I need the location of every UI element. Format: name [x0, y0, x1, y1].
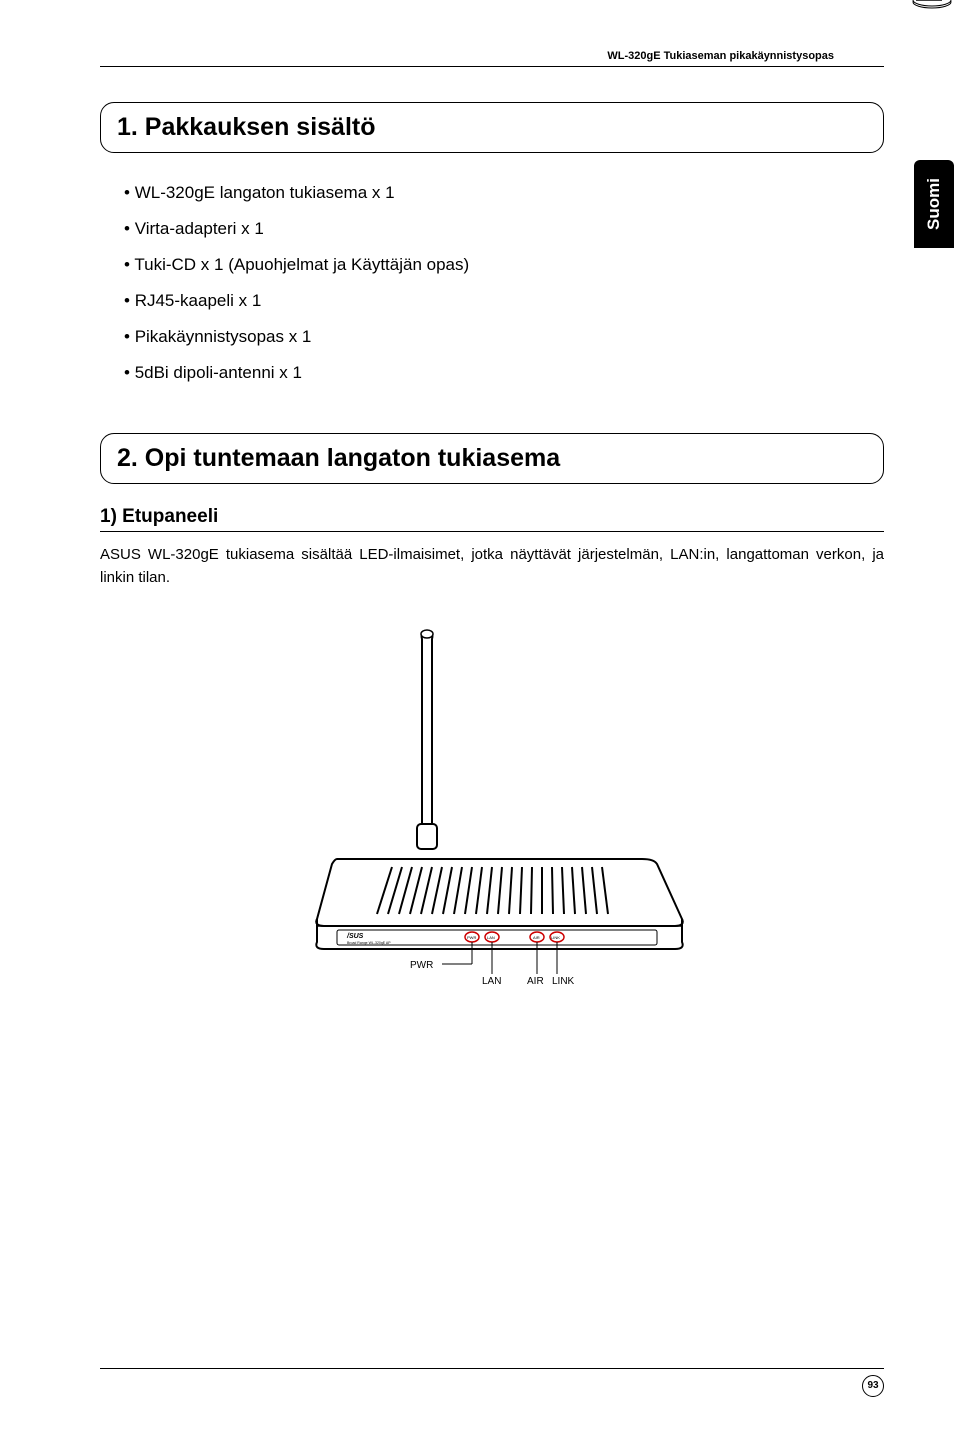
list-item: • Virta-adapteri x 1: [124, 219, 884, 239]
package-contents-list: • WL-320gE langaton tukiasema x 1 • Virt…: [100, 175, 884, 383]
router-header-icon: [912, 0, 954, 13]
pwr-label: PWR: [410, 960, 433, 971]
list-item: • 5dBi dipoli-antenni x 1: [124, 363, 884, 383]
svg-text:Broad Range WL-320gE AP: Broad Range WL-320gE AP: [347, 941, 391, 945]
section-2-title: 2. Opi tuntemaan langaton tukiasema: [117, 444, 867, 473]
svg-text:/SUS: /SUS: [346, 933, 364, 940]
list-item: • Pikakäynnistysopas x 1: [124, 327, 884, 347]
section-1-title: 1. Pakkauksen sisältö: [117, 113, 867, 142]
page-number: 93: [862, 1375, 884, 1397]
section-1-box: 1. Pakkauksen sisältö: [100, 102, 884, 153]
language-tab: Suomi: [914, 160, 954, 248]
link-label: LINK: [552, 976, 575, 987]
svg-text:PWR: PWR: [467, 935, 476, 940]
svg-text:AIR: AIR: [533, 935, 540, 940]
list-item: • RJ45-kaapeli x 1: [124, 291, 884, 311]
svg-text:LINK: LINK: [551, 935, 560, 940]
header-title: WL-320gE Tukiaseman pikakäynnistysopas: [607, 50, 834, 62]
body-paragraph: ASUS WL-320gE tukiasema sisältää LED-ilm…: [100, 544, 884, 589]
device-illustration: /SUS Broad Range WL-320gE AP PWR LAN AIR…: [100, 624, 884, 1009]
section-2-box: 2. Opi tuntemaan langaton tukiasema: [100, 433, 884, 484]
subheading-front-panel: 1) Etupaneeli: [100, 506, 884, 532]
list-item: • Tuki-CD x 1 (Apuohjelmat ja Käyttäjän …: [124, 255, 884, 275]
air-label: AIR: [527, 976, 544, 987]
list-item: • WL-320gE langaton tukiasema x 1: [124, 183, 884, 203]
svg-text:LAN: LAN: [487, 935, 495, 940]
header-divider: [100, 66, 884, 67]
footer: 93: [100, 1368, 884, 1397]
lan-label: LAN: [482, 976, 501, 987]
